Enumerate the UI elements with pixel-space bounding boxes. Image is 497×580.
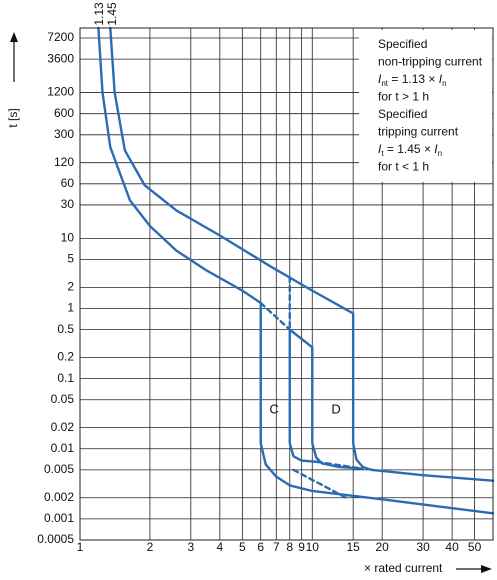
curve — [288, 328, 319, 464]
plot-frame — [79, 27, 494, 541]
y-tick-label: 120 — [54, 155, 74, 169]
note-segment: nt — [381, 79, 388, 88]
dashed-curve — [259, 301, 291, 331]
y-tick-label: 0.0005 — [37, 532, 74, 546]
note-segment: I — [439, 72, 443, 86]
y-tick-label: 10 — [61, 231, 75, 245]
x-tick-label: 8 — [286, 540, 293, 554]
x-axis-label: × rated current — [364, 561, 443, 575]
y-tick-label: 3600 — [47, 51, 74, 65]
annotation: 1.13 — [92, 2, 106, 26]
y-tick-label: 0.01 — [51, 441, 75, 455]
note-segment: Specified — [378, 37, 427, 51]
x-tick-label: 15 — [346, 540, 360, 554]
note-segment: Specified — [378, 107, 427, 121]
x-axis-arrowhead — [481, 565, 492, 573]
x-tick-label: 5 — [239, 540, 246, 554]
note-line: Int = 1.13 × In — [378, 72, 447, 88]
x-tick-label: 40 — [445, 540, 459, 554]
note-line: for t < 1 h — [378, 160, 429, 174]
y-tick-label: 0.05 — [51, 392, 75, 406]
annotation: D — [331, 401, 340, 416]
dashed-curve — [292, 468, 348, 499]
x-tick-label: 7 — [273, 540, 280, 554]
curves — [97, 26, 495, 515]
note-segment: I — [434, 142, 438, 156]
note-segment: t — [381, 149, 384, 158]
annotation: C — [269, 401, 278, 416]
y-tick-label: 0.1 — [57, 371, 74, 385]
x-tick-label: 10 — [306, 540, 320, 554]
y-tick-label: 0.5 — [57, 322, 74, 336]
note-segment: non-tripping current — [378, 55, 483, 69]
note-box — [359, 30, 492, 182]
y-tick-label: 0.005 — [44, 462, 74, 476]
y-tick-label: 30 — [61, 197, 75, 211]
y-tick-label: 5 — [67, 252, 74, 266]
y-tick-label: 0.002 — [44, 490, 74, 504]
note-segment: for t < 1 h — [378, 160, 429, 174]
note-line: Specified — [378, 107, 427, 121]
note-segment: n — [438, 149, 442, 158]
x-tick-label: 30 — [416, 540, 430, 554]
y-tick-label: 60 — [61, 176, 75, 190]
x-tick-label: 20 — [376, 540, 390, 554]
labels: 1 2 3 4 5 6 7 8 9 10 15 20 30 40 507200360012006003001… — [37, 2, 481, 554]
note-line: for t > 1 h — [378, 90, 429, 104]
y-axis-label: t [s] — [6, 108, 20, 127]
x-tick-label: 4 — [216, 540, 223, 554]
x-tick-label: 6 — [257, 540, 264, 554]
x-tick-label: 3 — [187, 540, 194, 554]
y-tick-label: 1200 — [47, 85, 74, 99]
note-segment: I — [378, 72, 382, 86]
y-tick-label: 0.2 — [57, 350, 74, 364]
y-tick-label: 0.001 — [44, 511, 74, 525]
note-line: non-tripping current — [378, 55, 483, 69]
note-segment: n — [442, 79, 446, 88]
x-tick-label: 1 — [77, 540, 84, 554]
x-tick-label: 50 — [468, 540, 482, 554]
y-tick-label: 1 — [67, 301, 74, 315]
y-axis-arrowhead — [10, 32, 18, 42]
y-tick-label: 300 — [54, 127, 74, 141]
note-line: Specified — [378, 37, 427, 51]
y-tick-label: 7200 — [47, 30, 74, 44]
x-tick-label: 9 — [298, 540, 305, 554]
annotation: 1.45 — [105, 2, 119, 26]
note-line: tripping current — [378, 125, 459, 139]
y-tick-label: 600 — [54, 106, 74, 120]
y-tick-label: 0.02 — [51, 420, 75, 434]
note-segment: = 1.45 × — [384, 142, 435, 156]
note-segment: for t > 1 h — [378, 90, 429, 104]
note-segment: tripping current — [378, 125, 459, 139]
x-tick-label: 2 — [147, 540, 154, 554]
note-segment: = 1.13 × — [388, 72, 439, 86]
note-line: It = 1.45 × In — [378, 142, 442, 158]
curve — [109, 26, 495, 482]
curve — [97, 26, 495, 515]
y-tick-label: 2 — [67, 280, 74, 294]
note-segment: I — [378, 142, 382, 156]
curve — [311, 346, 364, 470]
dashed-curve — [315, 460, 364, 470]
